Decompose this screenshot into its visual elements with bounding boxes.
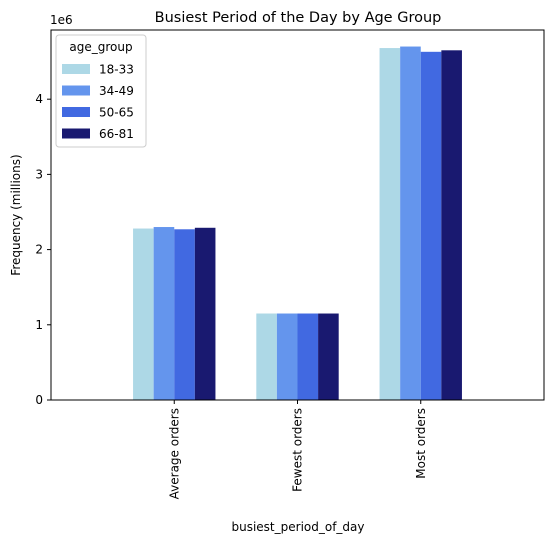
bar-66-81-fewest-orders [318, 313, 339, 400]
bar-18-33-most-orders [379, 48, 401, 401]
legend-items: 18-33 34-49 50-65 66-81 [62, 63, 134, 141]
y-tick-label: 2 [35, 243, 43, 257]
bar-50-65-most-orders [420, 51, 442, 401]
bar-18-33-fewest-orders [256, 313, 277, 400]
bar-66-81-average-orders [194, 227, 216, 400]
x-tick-label: Fewest orders [291, 408, 305, 492]
legend-label: 66-81 [99, 127, 134, 141]
y-tick-label: 0 [35, 393, 43, 407]
legend: age_group 18-33 34-49 50-65 66-81 [55, 34, 147, 148]
y-axis-label: Frequency (millions) [9, 154, 23, 275]
y-tick-label: 4 [35, 92, 43, 106]
bar-50-65-fewest-orders [297, 313, 319, 400]
legend-label: 34-49 [99, 84, 134, 98]
bar-18-33-average-orders [133, 228, 154, 400]
bar-34-49-average-orders [153, 227, 175, 400]
y-offset-label: 1e6 [50, 13, 73, 27]
legend-box [55, 34, 147, 148]
legend-swatch [62, 128, 90, 139]
legend-label: 18-33 [99, 63, 134, 77]
legend-title: age_group [69, 40, 132, 54]
legend-swatch [62, 85, 90, 96]
bar-66-81-most-orders [441, 50, 462, 401]
y-axis-ticks: 0 1 2 3 4 [35, 92, 51, 407]
bar-50-65-average-orders [174, 229, 195, 400]
bar-34-49-fewest-orders [276, 313, 298, 400]
legend-label: 50-65 [99, 106, 134, 120]
bar-34-49-most-orders [400, 46, 421, 400]
x-tick-label: Most orders [414, 408, 428, 479]
y-tick-label: 1 [35, 318, 43, 332]
chart-title: Busiest Period of the Day by Age Group [155, 10, 442, 26]
x-axis-label: busiest_period_of_day [231, 520, 364, 534]
bars-group [133, 46, 462, 401]
x-axis-ticks: Average orders Fewest orders Most orders [167, 400, 428, 499]
y-tick-label: 3 [35, 167, 43, 181]
legend-swatch [62, 107, 90, 117]
plot-frame [50, 29, 545, 401]
x-tick-label: Average orders [167, 408, 181, 499]
legend-swatch [62, 64, 90, 74]
